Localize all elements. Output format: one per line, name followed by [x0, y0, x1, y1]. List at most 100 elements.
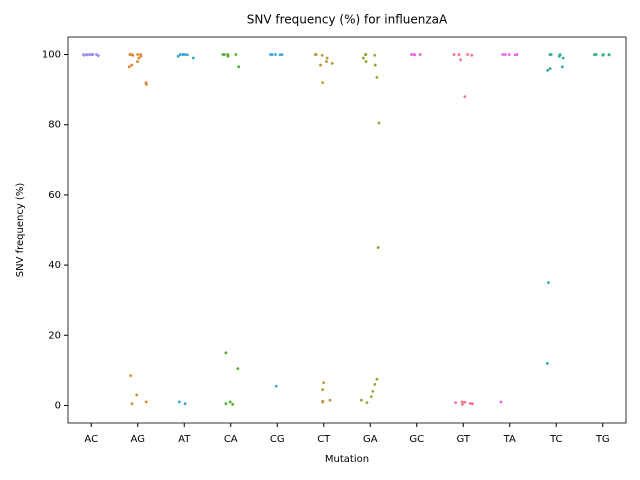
y-tick-label: 40	[48, 260, 61, 271]
point	[145, 82, 148, 86]
point	[461, 403, 464, 406]
point	[320, 53, 324, 57]
point	[463, 95, 467, 99]
point	[82, 53, 85, 56]
point	[319, 63, 322, 67]
point	[454, 401, 458, 405]
point	[375, 75, 379, 79]
point	[136, 53, 140, 56]
point	[234, 53, 238, 56]
x-tick-label: AG	[131, 434, 145, 445]
point	[470, 402, 474, 406]
point	[607, 53, 611, 57]
point	[139, 54, 143, 58]
point	[224, 402, 228, 406]
point	[377, 121, 381, 125]
x-tick-label: CA	[224, 434, 238, 445]
point	[321, 400, 325, 404]
point	[363, 53, 367, 56]
point	[601, 53, 605, 57]
point	[410, 53, 413, 56]
point	[503, 53, 507, 56]
x-tick-label: GC	[409, 434, 424, 445]
point	[413, 53, 417, 57]
point	[463, 400, 467, 404]
point	[373, 63, 377, 67]
point	[183, 53, 187, 56]
point	[373, 53, 377, 57]
point	[278, 53, 282, 57]
point	[274, 53, 277, 56]
point	[130, 402, 134, 406]
point	[237, 65, 241, 69]
y-tick-label: 20	[48, 330, 61, 341]
point	[321, 81, 325, 85]
point	[549, 53, 553, 56]
y-tick-label: 100	[42, 50, 61, 61]
point	[545, 361, 549, 365]
point	[313, 53, 317, 56]
point	[466, 53, 470, 56]
point	[130, 63, 134, 67]
point	[362, 56, 365, 60]
point	[221, 53, 225, 56]
point	[274, 384, 278, 388]
x-tick-label: TG	[595, 434, 610, 445]
point	[181, 53, 185, 56]
point	[371, 390, 375, 393]
point	[375, 377, 379, 381]
point	[373, 383, 377, 386]
point	[418, 53, 422, 56]
point	[468, 401, 472, 405]
point	[325, 60, 328, 63]
point	[325, 56, 329, 60]
point	[144, 400, 148, 404]
point	[228, 400, 232, 404]
point	[470, 53, 474, 57]
point	[328, 398, 332, 402]
point	[129, 374, 133, 378]
y-tick-label: 0	[55, 400, 61, 411]
point	[224, 351, 228, 355]
point	[359, 398, 363, 402]
point	[560, 65, 564, 69]
point	[91, 53, 95, 56]
y-tick-label: 80	[48, 120, 61, 131]
point	[507, 53, 511, 56]
x-tick-label: GT	[456, 434, 470, 445]
point	[547, 281, 550, 285]
point	[183, 402, 187, 406]
point	[548, 67, 552, 70]
point	[127, 65, 131, 69]
point	[515, 53, 519, 56]
chart-title: SNV frequency (%) for influenzaA	[247, 13, 448, 27]
point	[226, 54, 230, 58]
point	[322, 381, 326, 385]
point	[191, 56, 195, 60]
point	[321, 388, 325, 392]
point	[460, 400, 464, 404]
x-tick-label: AT	[178, 434, 191, 445]
point	[135, 393, 139, 397]
point	[501, 53, 505, 56]
plot-frame	[67, 36, 627, 424]
point	[452, 53, 456, 56]
point	[364, 60, 368, 63]
point	[330, 61, 334, 65]
point	[546, 68, 550, 72]
point	[459, 58, 463, 62]
point	[85, 53, 89, 57]
point	[270, 53, 274, 56]
point	[561, 56, 565, 60]
point	[95, 53, 98, 56]
x-tick-label: AC	[84, 434, 98, 445]
point	[88, 53, 91, 56]
point	[499, 400, 503, 404]
point	[136, 60, 139, 63]
point	[376, 246, 380, 249]
point	[129, 53, 133, 56]
point	[236, 367, 240, 371]
y-tick-label: 60	[48, 190, 61, 201]
point	[457, 53, 461, 56]
